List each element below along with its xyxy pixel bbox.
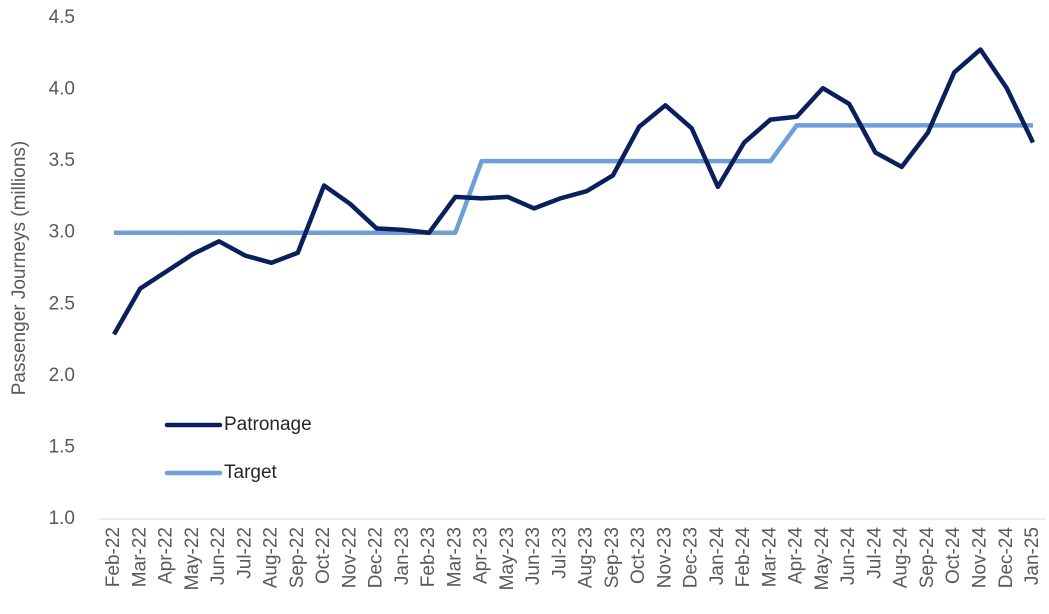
- y-tick-label: 2.5: [49, 293, 75, 314]
- x-tick-label: May-22: [182, 527, 203, 590]
- y-tick-label: 4.0: [49, 79, 75, 100]
- x-tick-label: Jun-23: [523, 527, 544, 585]
- x-tick-label: Dec-24: [996, 527, 1017, 589]
- x-tick-label: Jul-24: [864, 527, 885, 579]
- x-tick-label: Jan-24: [707, 527, 728, 586]
- y-tick-label: 1.5: [49, 436, 75, 457]
- x-tick-label: Aug-23: [576, 527, 597, 588]
- legend-label: Patronage: [224, 414, 312, 435]
- y-tick-label: 4.5: [49, 7, 75, 28]
- y-axis-label: Passenger Journeys (millions): [9, 141, 30, 396]
- x-tick-label: May-24: [812, 527, 833, 591]
- x-tick-label: Dec-22: [366, 527, 387, 588]
- series-line: [114, 123, 1033, 235]
- x-tick-label: Jan-23: [392, 527, 413, 585]
- x-tick-label: Aug-24: [891, 527, 912, 589]
- x-tick-label: Feb-22: [103, 527, 124, 587]
- y-tick-label: 2.0: [49, 365, 75, 386]
- x-tick-label: Oct-24: [943, 527, 964, 584]
- x-tick-label: Jun-24: [838, 527, 859, 586]
- x-tick-label: Mar-24: [759, 527, 780, 588]
- x-tick-label: Oct-22: [313, 527, 334, 584]
- x-tick-label: Jun-22: [208, 527, 229, 585]
- x-tick-label: Feb-23: [418, 527, 439, 587]
- x-tick-label: Nov-22: [339, 527, 360, 588]
- x-tick-label: Sep-24: [917, 527, 938, 589]
- y-tick-label: 1.0: [49, 508, 75, 529]
- x-tick-label: Mar-23: [444, 527, 465, 587]
- x-tick-label: Nov-24: [970, 527, 991, 589]
- x-tick-label: Sep-22: [287, 527, 308, 588]
- x-tick-label: Oct-23: [628, 527, 649, 584]
- x-tick-label: Apr-23: [471, 527, 492, 584]
- x-tick-label: Sep-23: [602, 527, 623, 588]
- x-tick-label: Nov-23: [654, 527, 675, 588]
- x-tick-label: Jul-22: [234, 527, 255, 579]
- series-line: [112, 47, 1036, 336]
- y-tick-label: 3.5: [49, 150, 75, 171]
- legend-label: Target: [224, 462, 278, 483]
- x-tick-label: May-23: [497, 527, 518, 590]
- x-tick-label: Aug-22: [261, 527, 282, 588]
- x-tick-label: Feb-24: [733, 527, 754, 588]
- y-tick-label: 3.0: [49, 222, 75, 243]
- x-tick-label: Jan-25: [1022, 527, 1043, 585]
- x-tick-label: Dec-23: [681, 527, 702, 588]
- x-tick-label: Jul-23: [549, 527, 570, 579]
- x-tick-label: Apr-22: [156, 527, 177, 584]
- x-tick-label: Mar-22: [129, 527, 150, 587]
- x-tick-label: Apr-24: [786, 527, 807, 584]
